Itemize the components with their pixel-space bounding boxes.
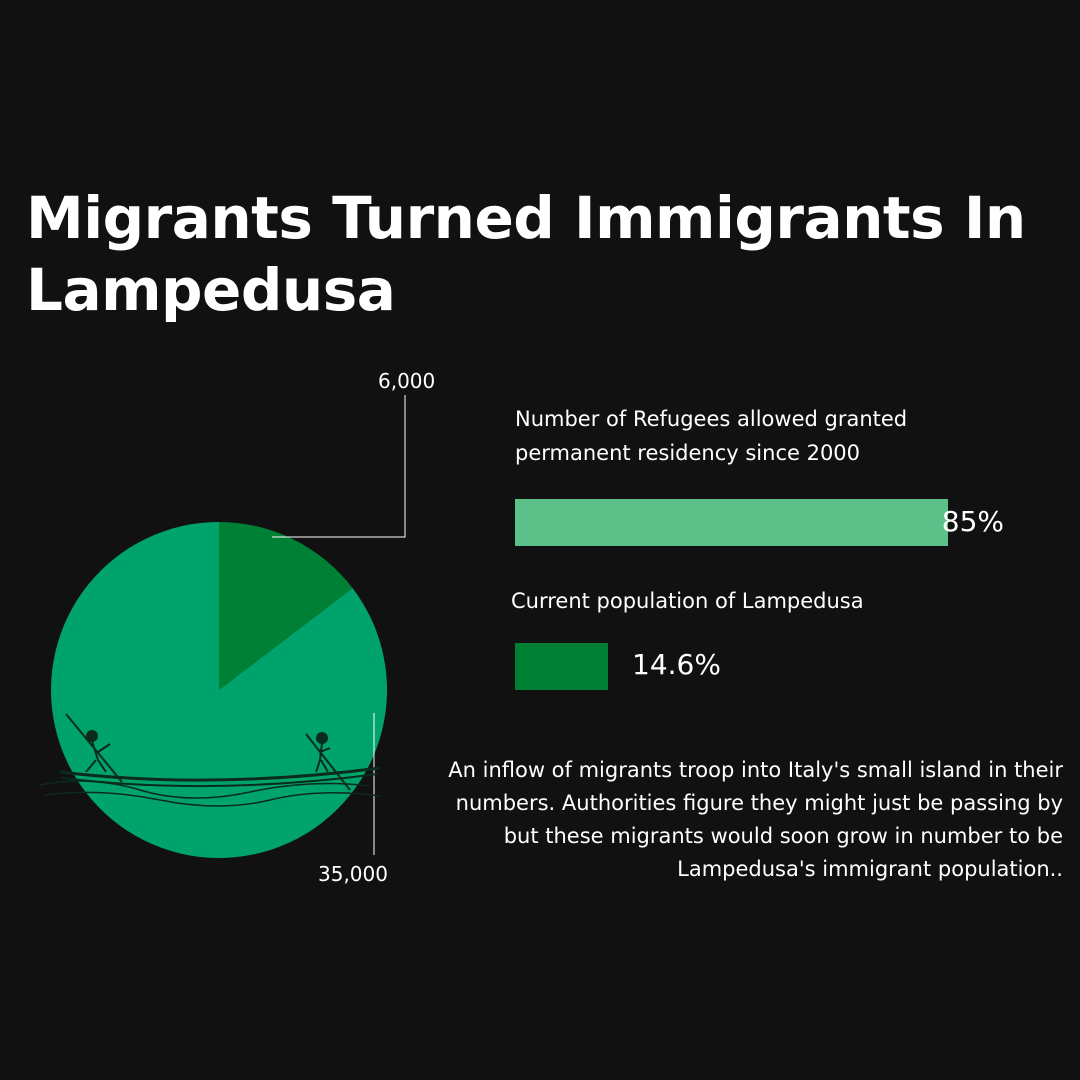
refugees-bar-value: 85%: [941, 505, 1004, 538]
slice-label-large: 35,000: [318, 862, 388, 886]
pie-slice-1: [50, 522, 387, 858]
refugees-bar: 85%: [515, 499, 1024, 546]
pie-slice-0: [219, 522, 353, 690]
boat-with-rowers-icon: [39, 713, 381, 807]
population-bar-value: 14.6%: [632, 648, 721, 681]
slice-label-small: 6,000: [378, 369, 435, 393]
description-paragraph: An inflow of migrants troop into Italy's…: [448, 758, 1063, 881]
leader-line-small: [272, 395, 406, 538]
refugees-bar-label: Number of Refugees allowed granted perma…: [515, 407, 908, 465]
refugees-bar-fill: [515, 499, 948, 546]
page-title: Migrants Turned Immigrants In Lampedusa: [26, 184, 1026, 324]
population-bar-label: Current population of Lampedusa: [511, 589, 864, 613]
population-bar: [515, 643, 608, 690]
